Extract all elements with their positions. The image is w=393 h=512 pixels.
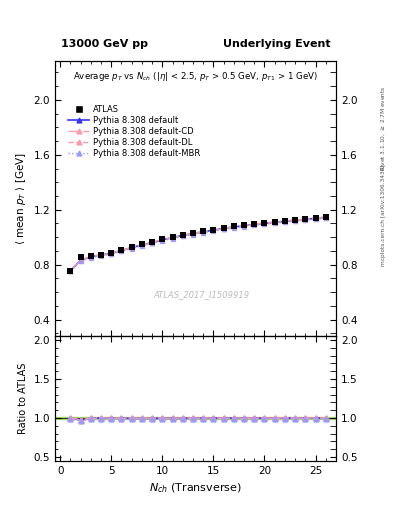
Point xyxy=(67,266,73,274)
Point xyxy=(118,246,125,254)
Point xyxy=(251,220,257,228)
Point xyxy=(88,252,94,260)
Point xyxy=(98,250,104,259)
Point xyxy=(149,238,155,246)
Y-axis label: $\langle$ mean $p_T$ $\rangle$ [GeV]: $\langle$ mean $p_T$ $\rangle$ [GeV] xyxy=(14,152,28,245)
Y-axis label: Ratio to ATLAS: Ratio to ATLAS xyxy=(18,362,28,434)
X-axis label: $N_{ch}$ (Transverse): $N_{ch}$ (Transverse) xyxy=(149,481,242,495)
Point xyxy=(302,215,309,223)
Point xyxy=(169,233,176,241)
Point xyxy=(231,222,237,230)
Point xyxy=(139,240,145,248)
Point xyxy=(210,225,217,233)
Text: mcplots.cern.ch [arXiv:1306.3436]: mcplots.cern.ch [arXiv:1306.3436] xyxy=(381,164,386,266)
Point xyxy=(282,217,288,225)
Point xyxy=(200,227,206,236)
Point xyxy=(190,229,196,237)
Text: ATLAS_2017_I1509919: ATLAS_2017_I1509919 xyxy=(153,290,249,300)
Text: Rivet 3.1.10, $\geq$ 2.7M events: Rivet 3.1.10, $\geq$ 2.7M events xyxy=(379,85,387,171)
Text: 13000 GeV pp: 13000 GeV pp xyxy=(61,39,148,49)
Point xyxy=(292,216,298,224)
Point xyxy=(159,235,165,243)
Point xyxy=(272,218,278,226)
Point xyxy=(108,249,114,257)
Point xyxy=(220,224,227,232)
Point xyxy=(241,221,247,229)
Point xyxy=(180,230,186,239)
Text: Average $p_T$ vs $N_{ch}$ ($|\eta|$ < 2.5, $p_T$ > 0.5 GeV, $p_{T1}$ > 1 GeV): Average $p_T$ vs $N_{ch}$ ($|\eta|$ < 2.… xyxy=(73,70,318,82)
Point xyxy=(312,214,319,222)
Point xyxy=(77,253,84,261)
Bar xyxy=(55,417,336,419)
Legend: ATLAS, Pythia 8.308 default, Pythia 8.308 default-CD, Pythia 8.308 default-DL, P: ATLAS, Pythia 8.308 default, Pythia 8.30… xyxy=(65,101,204,161)
Text: Underlying Event: Underlying Event xyxy=(223,39,331,49)
Point xyxy=(323,213,329,221)
Point xyxy=(129,243,135,251)
Point xyxy=(261,219,268,227)
